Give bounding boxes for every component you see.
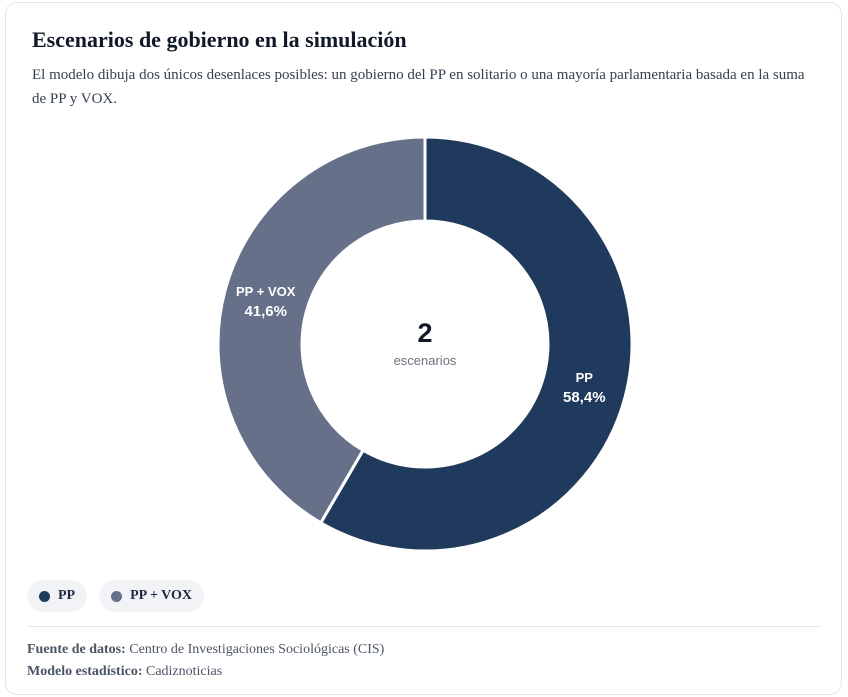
slice-value-pp: 58,4% [563,389,606,406]
legend-item-pp-vox[interactable]: PP + VOX [99,580,204,612]
slice-label-pp-vox: PP + VOX [236,284,296,299]
slice-label-pp: PP [576,370,594,385]
model-value: Cadiznoticias [145,664,223,679]
model-label: Modelo estadístico: [27,664,143,679]
legend-label-pp-vox: PP + VOX [130,588,192,603]
legend-dot-pp [39,590,50,602]
center-value: 2 [417,318,432,348]
donut-chart: PP 58,4% PP + VOX 41,6% 2 escenarios [216,135,634,553]
model-line: Modelo estadístico: Cadiznoticias [27,664,222,680]
chart-title: Escenarios de gobierno en la simulación [32,27,407,52]
legend-label-pp: PP [58,588,76,603]
source-value: Centro de Investigaciones Sociológicas (… [129,642,385,657]
legend-item-pp[interactable]: PP [27,580,88,612]
slice-pp-vox[interactable] [216,135,427,525]
legend-dot-pp-vox [111,590,123,602]
center-label: escenarios [394,353,457,368]
slice-pp[interactable] [318,135,634,553]
slice-value-pp-vox: 41,6% [244,303,287,320]
chart-card: Escenarios de gobierno en la simulación … [5,2,842,695]
legend: PP PP + VOX [27,580,204,612]
source-label: Fuente de datos: [27,642,126,657]
chart-subtitle: El modelo dibuja dos únicos desenlaces p… [32,67,805,107]
source-line: Fuente de datos: Centro de Investigacion… [27,642,384,658]
footer-divider [27,626,822,627]
